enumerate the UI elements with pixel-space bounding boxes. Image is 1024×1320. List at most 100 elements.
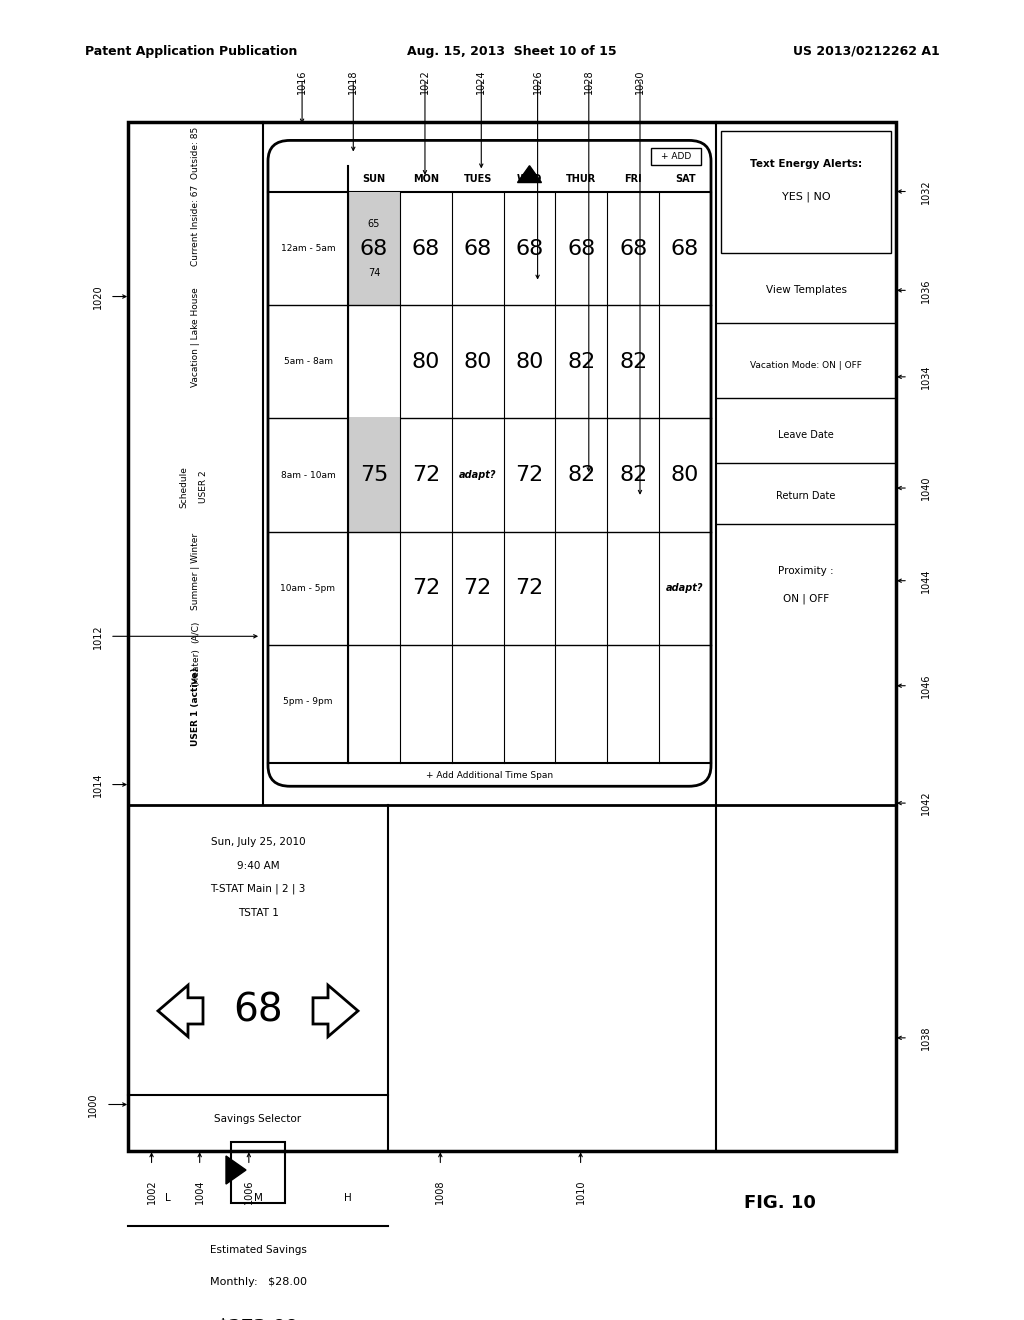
Text: 82: 82 <box>620 465 647 484</box>
Text: 1046: 1046 <box>921 673 931 698</box>
Text: 80: 80 <box>671 465 699 484</box>
Text: 1008: 1008 <box>435 1179 445 1204</box>
Text: Current Inside: 67  Outside: 85: Current Inside: 67 Outside: 85 <box>191 127 200 267</box>
Text: SAT: SAT <box>675 174 695 183</box>
Text: adapt?: adapt? <box>667 583 703 593</box>
Text: 1040: 1040 <box>921 475 931 500</box>
Text: USER 2: USER 2 <box>199 470 208 503</box>
Text: 1022: 1022 <box>420 69 430 94</box>
Text: 68: 68 <box>233 991 283 1030</box>
Text: 72: 72 <box>412 578 440 598</box>
Text: adapt?: adapt? <box>459 470 497 480</box>
Text: 1004: 1004 <box>195 1179 205 1204</box>
Text: 82: 82 <box>567 465 596 484</box>
Bar <box>231 1142 285 1203</box>
Text: 82: 82 <box>567 351 596 372</box>
Text: 1026: 1026 <box>532 69 543 94</box>
Text: FRI: FRI <box>625 174 642 183</box>
Text: 1000: 1000 <box>88 1092 98 1117</box>
Bar <box>128 121 896 1151</box>
Text: View Templates: View Templates <box>766 285 847 296</box>
Text: 1020: 1020 <box>93 284 103 309</box>
Text: 5am - 8am: 5am - 8am <box>284 358 333 366</box>
Text: Monthly:   $28.00: Monthly: $28.00 <box>210 1278 306 1287</box>
Bar <box>348 191 399 305</box>
Text: 1030: 1030 <box>635 69 645 94</box>
Text: 1032: 1032 <box>921 180 931 203</box>
Text: Leave Date: Leave Date <box>778 430 834 441</box>
Text: 68: 68 <box>620 239 647 259</box>
Text: SUN: SUN <box>362 174 385 183</box>
Text: WED: WED <box>517 174 542 183</box>
Text: 1012: 1012 <box>93 624 103 648</box>
Text: 9:40 AM: 9:40 AM <box>237 861 280 871</box>
Text: YES | NO: YES | NO <box>781 191 830 202</box>
Text: (A/C): (A/C) <box>191 620 200 643</box>
Text: 68: 68 <box>464 239 492 259</box>
Text: Vacation Mode: ON | OFF: Vacation Mode: ON | OFF <box>750 360 862 370</box>
Text: US 2013/0212262 A1: US 2013/0212262 A1 <box>794 45 940 58</box>
Text: Sun, July 25, 2010: Sun, July 25, 2010 <box>211 837 305 847</box>
Text: 1038: 1038 <box>921 1026 931 1051</box>
Text: Aug. 15, 2013  Sheet 10 of 15: Aug. 15, 2013 Sheet 10 of 15 <box>408 45 616 58</box>
Text: Text Energy Alerts:: Text Energy Alerts: <box>750 158 862 169</box>
Text: T-STAT Main | 2 | 3: T-STAT Main | 2 | 3 <box>210 884 306 895</box>
Text: 68: 68 <box>671 239 699 259</box>
Text: 1024: 1024 <box>476 69 486 94</box>
Text: FIG. 10: FIG. 10 <box>744 1193 816 1212</box>
Text: 72: 72 <box>515 578 544 598</box>
Text: L: L <box>165 1193 171 1203</box>
Text: MON: MON <box>413 174 439 183</box>
Text: 68: 68 <box>567 239 596 259</box>
Text: 1010: 1010 <box>575 1179 586 1204</box>
Text: 5pm - 9pm: 5pm - 9pm <box>284 697 333 706</box>
Bar <box>651 148 701 165</box>
Text: 68: 68 <box>359 239 388 259</box>
Text: USER 1 (active): USER 1 (active) <box>191 668 200 746</box>
Bar <box>721 131 891 252</box>
Text: TUES: TUES <box>464 174 492 183</box>
Text: + ADD: + ADD <box>660 152 691 161</box>
Polygon shape <box>226 1156 246 1184</box>
Text: M: M <box>254 1193 262 1203</box>
Text: Vacation | Lake House: Vacation | Lake House <box>191 286 200 387</box>
Text: 1016: 1016 <box>297 69 307 94</box>
Text: Proximity :: Proximity : <box>778 566 834 576</box>
Text: 12am - 5am: 12am - 5am <box>281 244 335 253</box>
Text: 72: 72 <box>464 578 492 598</box>
Text: 1034: 1034 <box>921 364 931 389</box>
Text: 1002: 1002 <box>146 1179 157 1204</box>
Text: Return Date: Return Date <box>776 491 836 502</box>
Text: 82: 82 <box>620 351 647 372</box>
Text: 80: 80 <box>412 351 440 372</box>
Text: 72: 72 <box>412 465 440 484</box>
Text: 68: 68 <box>515 239 544 259</box>
Text: 1014: 1014 <box>93 772 103 797</box>
Text: 75: 75 <box>359 465 388 484</box>
Text: TSTAT 1: TSTAT 1 <box>238 908 279 917</box>
Text: $273.00: $273.00 <box>217 1319 299 1320</box>
Text: Estimated Savings: Estimated Savings <box>210 1245 306 1254</box>
Text: 1044: 1044 <box>921 569 931 593</box>
Text: Patent Application Publication: Patent Application Publication <box>85 45 297 58</box>
Text: (Heater): (Heater) <box>191 648 200 686</box>
Text: + Add Additional Time Span: + Add Additional Time Span <box>426 771 553 780</box>
Text: 72: 72 <box>515 465 544 484</box>
Text: 80: 80 <box>464 351 492 372</box>
Text: 74: 74 <box>368 268 380 279</box>
Text: 65: 65 <box>368 219 380 228</box>
Text: 1036: 1036 <box>921 279 931 302</box>
Text: Schedule: Schedule <box>179 466 188 508</box>
Text: 80: 80 <box>515 351 544 372</box>
Text: Summer | Winter: Summer | Winter <box>191 532 200 610</box>
Polygon shape <box>517 166 542 182</box>
Text: ON | OFF: ON | OFF <box>783 594 829 605</box>
Text: 1018: 1018 <box>348 69 358 94</box>
Text: 68: 68 <box>412 239 440 259</box>
Text: 1006: 1006 <box>244 1179 254 1204</box>
Text: Savings Selector: Savings Selector <box>214 1114 301 1123</box>
Text: H: H <box>344 1193 352 1203</box>
Text: 1028: 1028 <box>584 69 594 94</box>
Text: 8am - 10am: 8am - 10am <box>281 470 336 479</box>
Bar <box>348 418 399 532</box>
